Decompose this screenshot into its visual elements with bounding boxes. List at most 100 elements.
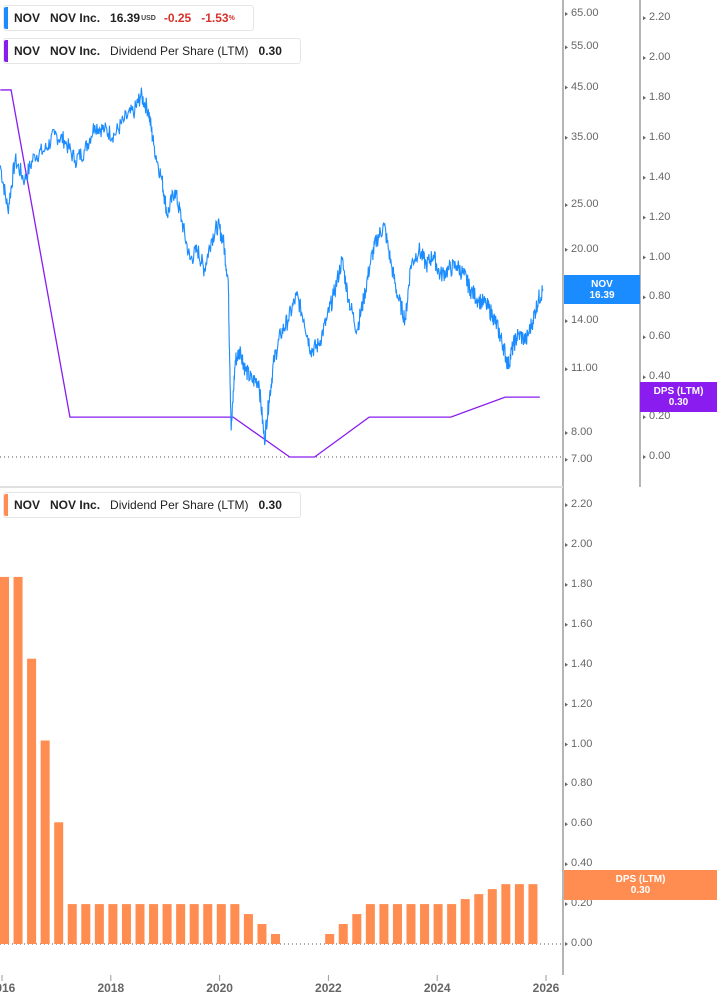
legend-metric: Dividend Per Share (LTM)	[110, 498, 249, 512]
dps-axis-tick: 1.80	[649, 90, 671, 103]
dps-axis-tick-marker	[643, 56, 646, 60]
dps-bar	[94, 904, 104, 944]
bar-axis-tick-marker	[565, 862, 568, 867]
dps-bar	[365, 904, 375, 944]
dps-tag-value: 0.30	[668, 397, 689, 408]
dps-bar	[108, 904, 118, 944]
price-axis-tick: 11.00	[571, 362, 598, 375]
dps-axis-tick-marker	[643, 375, 646, 380]
price-tag-value: 16.39	[589, 289, 615, 301]
bar-axis-tick: 2.00	[571, 538, 593, 550]
dps-axis-tick: 1.20	[649, 210, 671, 223]
price-tag: NOV 16.39	[564, 275, 640, 304]
bar-axis-tick-marker	[565, 822, 568, 827]
dps-bar	[379, 904, 389, 944]
dps-axis-tick: 1.00	[649, 250, 671, 263]
dps-tag-value: 0.30	[630, 885, 651, 896]
dps-bar	[474, 894, 484, 944]
dps-bar	[176, 904, 186, 944]
price-legend: NOV NOV Inc. 16.39 USD -0.25 -1.53 %	[3, 5, 254, 31]
dps-axis-tick-marker	[643, 455, 646, 459]
price-axis-tick-marker	[565, 247, 568, 252]
dps-tag-top: DPS (LTM) 0.30	[640, 382, 717, 412]
bar-axis-tick-marker	[565, 782, 568, 787]
dps-bar	[81, 904, 91, 944]
price-axis-tick: 25.00	[571, 198, 599, 211]
dps-axis-tick-marker	[643, 175, 646, 180]
bar-axis-tick: 1.00	[571, 737, 593, 750]
dps-tag-label: DPS (LTM)	[615, 874, 666, 885]
price-axis-tick-marker	[565, 45, 568, 50]
price-tag-label: NOV	[591, 278, 613, 290]
dps-legend-top: NOV NOV Inc. Dividend Per Share (LTM) 0.…	[3, 38, 301, 64]
legend-ticker: NOV	[14, 11, 41, 25]
price-axis-tick-marker	[565, 319, 568, 324]
price-axis-tick-marker	[565, 135, 568, 140]
dps-bar	[13, 576, 23, 944]
legend-currency: USD	[141, 14, 156, 22]
bar-axis-tick: 1.40	[571, 657, 593, 670]
dps-bar	[338, 924, 348, 944]
dps-bar	[189, 904, 199, 944]
dps-bar	[501, 884, 511, 944]
dps-bar	[149, 904, 159, 944]
price-axis-tick-marker	[565, 367, 568, 372]
x-axis-tick: 2018	[97, 981, 125, 995]
dps-bar	[135, 904, 145, 944]
price-axis-tick: 45.00	[571, 80, 599, 93]
legend-value: 0.30	[258, 44, 282, 58]
dps-axis-tick-marker	[643, 295, 646, 300]
price-axis-tick-marker	[565, 12, 568, 16]
dps-bar	[460, 899, 470, 944]
bar-axis-tick: 0.60	[571, 817, 593, 830]
dps-bar-legend-color	[4, 494, 8, 516]
dps-axis-tick-marker	[643, 135, 646, 140]
bar-axis-tick-marker	[565, 662, 568, 667]
bar-axis-tick-marker	[565, 902, 568, 907]
dps-axis-tick-marker	[643, 415, 646, 420]
legend-company: NOV Inc.	[50, 498, 101, 512]
legend-price: 16.39	[110, 11, 141, 25]
legend-change-pct: -1.53	[201, 11, 229, 25]
x-axis-tick: 2026	[532, 981, 560, 995]
dps-line	[0, 89, 540, 458]
dps-legend-color	[4, 40, 8, 62]
dps-bar	[528, 884, 538, 944]
bar-axis-tick: 0.80	[571, 777, 593, 790]
price-axis-tick: 65.00	[571, 7, 599, 19]
price-axis-tick: 14.00	[571, 314, 599, 327]
dps-bar	[121, 904, 131, 944]
bar-axis-tick: 0.00	[571, 937, 593, 949]
dps-bar	[0, 576, 9, 944]
bar-axis-tick: 0.40	[571, 857, 593, 870]
dps-bar	[420, 904, 430, 944]
price-axis-tick: 35.00	[571, 130, 599, 143]
price-axis-tick-marker	[565, 430, 568, 435]
bar-axis-tick-marker	[565, 742, 568, 747]
dps-bar	[257, 924, 267, 944]
bar-axis-tick: 1.80	[571, 577, 593, 590]
dps-axis-tick: 2.20	[649, 11, 671, 24]
dps-bar	[325, 934, 335, 944]
dps-axis-tick: 1.40	[649, 170, 671, 183]
dps-legend-bottom: NOV NOV Inc. Dividend Per Share (LTM) 0.…	[3, 492, 301, 518]
bar-axis-tick: 1.60	[571, 617, 593, 630]
legend-company: NOV Inc.	[50, 44, 101, 58]
dps-bar	[40, 740, 50, 944]
price-legend-color	[4, 7, 8, 29]
dps-bar	[352, 914, 362, 944]
dps-tag-bottom: DPS (LTM) 0.30	[564, 870, 717, 900]
dps-axis-tick-marker	[643, 95, 646, 100]
dps-tag-label: DPS (LTM)	[653, 386, 704, 397]
legend-ticker: NOV	[14, 498, 41, 512]
legend-metric: Dividend Per Share (LTM)	[110, 44, 249, 58]
dps-bar	[514, 884, 524, 944]
dps-bar	[433, 904, 443, 944]
dps-axis-tick: 1.60	[649, 130, 671, 143]
dps-bar	[487, 889, 497, 944]
dps-bar	[162, 904, 172, 944]
x-axis-tick: 2024	[423, 981, 451, 995]
price-axis-tick-marker	[565, 85, 568, 90]
bar-axis-tick-marker	[565, 702, 568, 707]
